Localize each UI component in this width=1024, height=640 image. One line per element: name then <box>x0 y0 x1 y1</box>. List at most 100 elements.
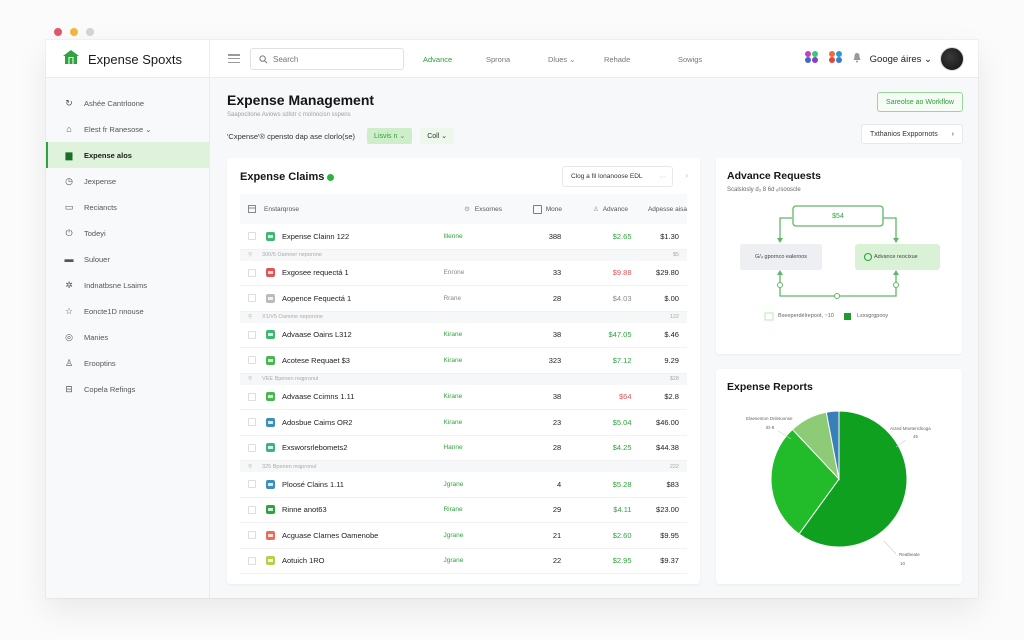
flow-top-node[interactable]: $54 <box>832 212 844 220</box>
pie-slice[interactable] <box>770 428 840 535</box>
close-window-button[interactable] <box>54 28 62 36</box>
claims-filter-select[interactable]: Clog a fil lonanoose EDL ⋯ <box>562 166 673 187</box>
next-page-icon[interactable]: › <box>685 171 688 180</box>
sidebar-item-reciancts[interactable]: ▭ Reciancts <box>46 194 209 220</box>
nav-advance[interactable]: Advance <box>423 54 453 64</box>
nav-rehade[interactable]: Rehade <box>604 54 631 64</box>
avatar[interactable] <box>940 47 964 71</box>
maximize-window-button[interactable] <box>86 28 94 36</box>
sidebar-item-elest[interactable]: ⌂ Elest fr Ranesose ⌄ <box>46 116 209 142</box>
sidebar-item-jexpense[interactable]: ◷ Jexpense <box>46 168 209 194</box>
group-value: 122 <box>669 314 679 320</box>
table-row[interactable]: Rinne anot63 Rirane 29 $4.11 $23.00 <box>240 498 687 523</box>
sidebar-item-erooptins[interactable]: ♙ Erooptins <box>46 350 209 376</box>
brand[interactable]: Expense Spoxts <box>46 40 210 78</box>
col-count-label: Mone <box>545 205 562 213</box>
row-name: Aotuich 1RO <box>282 556 325 566</box>
col-advance[interactable]: ♙ Advance <box>562 205 628 214</box>
row-checkbox[interactable] <box>248 330 256 339</box>
col-name[interactable]: Enstarqrose <box>240 205 428 213</box>
pie-slice[interactable] <box>798 410 908 548</box>
sidebar-item-expense[interactable]: ▆ Expense alos <box>46 142 209 168</box>
search-input[interactable] <box>273 54 393 64</box>
table-row[interactable]: Aopence Fequectá 1 Rrane 28 $4.03 $.00 <box>240 286 687 312</box>
row-checkbox[interactable] <box>248 268 256 277</box>
table-row[interactable]: Expense Clainn 122 Illenne 388 $2.65 $1.30 <box>240 224 687 250</box>
sidebar-item-ashee[interactable]: ↻ Ashée Cantrloone <box>46 90 209 116</box>
export-button[interactable]: Txthanios Exppornots › <box>861 124 963 144</box>
row-status: Jgrane <box>443 557 464 565</box>
refresh-icon: ↻ <box>65 97 73 108</box>
menu-icon[interactable] <box>228 54 240 63</box>
row-checkbox[interactable] <box>248 531 256 540</box>
row-checkbox[interactable] <box>248 232 256 241</box>
table-row[interactable]: Aotuich 1RO Jgrane 22 $2.95 $9.37 <box>240 549 687 574</box>
table-row[interactable]: Advaase Oains L312 Kirane 38 $47.05 $.46 <box>240 323 687 348</box>
legend-item-2: Lsxsgrgpooy <box>857 313 889 319</box>
row-checkbox[interactable] <box>248 418 256 427</box>
sidebar-item-indnatbsne[interactable]: ✲ Indnatbsne Lsaims <box>46 272 209 298</box>
table-row[interactable]: Exsworsrlebomets2 Hanne 28 $4.25 $44.38 <box>240 436 687 461</box>
table-row[interactable]: Ploosé Clains 1.11 Jgrane 4 $5.28 $83 <box>240 472 687 498</box>
row-checkbox[interactable] <box>248 556 256 565</box>
flow-left-node[interactable]: G/₄ gpornco ealeroos <box>754 254 808 260</box>
filter-chip-lists[interactable]: Lisvis n ⌄ <box>367 128 413 144</box>
pie-value-1: iD-8 <box>766 425 775 430</box>
minimize-window-button[interactable] <box>70 28 78 36</box>
expense-claims-card: Expense Claims Clog a fil lonanoose EDL … <box>227 158 700 584</box>
row-count: 38 <box>552 330 562 340</box>
nav-sowigs[interactable]: Sowigs <box>678 54 703 64</box>
table-row[interactable]: Adosbue Caims OR2 Kirane 23 $5.04 $46.00 <box>240 410 687 436</box>
table-row[interactable]: Acotese Requaet $3 Kirane 323 $7.12 9.29 <box>240 348 687 374</box>
row-checkbox[interactable] <box>248 356 256 365</box>
row-status: Rrane <box>443 294 462 302</box>
row-name: Rinne anot63 <box>282 505 327 515</box>
search-box[interactable] <box>250 48 404 70</box>
table-row[interactable]: Exgosee requectá 1 Enrone 33 $9.88 $29.80 <box>240 261 687 286</box>
sidebar-item-eoncte[interactable]: ☆ Eoncte1D nnouse <box>46 298 209 324</box>
row-checkbox[interactable] <box>248 443 256 452</box>
sidebar-item-copela[interactable]: ⊟ Copela Refings <box>46 376 209 402</box>
row-total: $23.00 <box>656 505 679 515</box>
workflow-button[interactable]: Sareolse ao Workflow <box>877 92 963 112</box>
filter-chip-coll[interactable]: Coll ⌄ <box>420 128 455 144</box>
row-checkbox[interactable] <box>248 505 256 514</box>
user-menu[interactable]: Googe áires ⌄ <box>869 53 932 65</box>
search-icon <box>259 54 268 63</box>
page-subtitle: Saapocitone Aviows sdlstr c molnocisn ss… <box>227 112 351 118</box>
extensions-icon[interactable] <box>828 50 844 69</box>
apps-icon[interactable] <box>804 50 820 69</box>
row-total: $1.30 <box>660 231 679 241</box>
sidebar-item-label: Indnatbsne Lsaims <box>84 280 147 290</box>
row-advance: $2.95 <box>612 556 632 566</box>
nav-dlues[interactable]: Dlues ⌄ <box>548 54 576 64</box>
sidebar-item-todeyi[interactable]: ⏻ Todeyi <box>46 220 209 246</box>
row-checkbox[interactable] <box>248 480 256 489</box>
col-status-label: Exsornes <box>474 205 502 213</box>
top-bar: Expense Spoxts Advance Sprona Dlues ⌄ Re… <box>46 40 978 78</box>
col-total[interactable]: Adpesse aisa <box>647 205 687 213</box>
pie-label-2: Acted Mneterrdnoga <box>890 426 931 431</box>
table-group-row: ⚲ VEE Bpenen reqpronul $28 <box>240 373 687 385</box>
sidebar-item-manies[interactable]: ◎ Manies <box>46 324 209 350</box>
document-icon <box>266 231 275 241</box>
row-checkbox[interactable] <box>248 294 256 303</box>
pie-label-3: Reatbeate <box>899 552 920 557</box>
col-count[interactable]: Mone <box>510 204 562 214</box>
pie-slice[interactable] <box>825 410 840 480</box>
sidebar-item-label: Reciancts <box>84 202 117 212</box>
nav-sprona[interactable]: Sprona <box>486 54 511 64</box>
table-row[interactable]: Acguase Clarnes Oamenobe Jgrane 21 $2.60 $9.… <box>240 523 687 549</box>
sidebar-item-sulouer[interactable]: ▬ Sulouer <box>46 246 209 272</box>
star-icon: ☆ <box>64 305 74 316</box>
flow-right-node[interactable]: Advance reocixue <box>874 254 918 260</box>
table-row[interactable]: Advaase Ccimns 1.11 Kirane 38 $64 $2.8 <box>240 385 687 410</box>
table-group-row: ⚲ X1/V5 Oamme neporone 122 <box>240 311 687 323</box>
sidebar-item-label: Manies <box>84 332 109 342</box>
more-icon: ⋯ <box>659 173 667 181</box>
row-checkbox[interactable] <box>248 392 256 401</box>
bug-icon: ✲ <box>65 279 73 290</box>
claims-title-text: Expense Claims <box>240 171 325 183</box>
bell-icon[interactable] <box>852 50 862 68</box>
col-status[interactable]: ⚙ Exsornes <box>428 205 510 214</box>
